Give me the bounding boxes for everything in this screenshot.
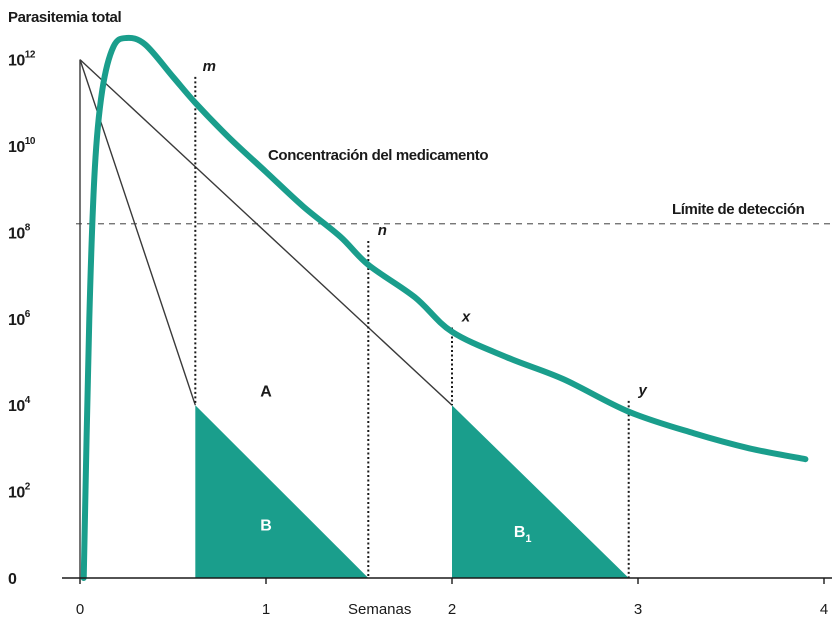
region-b1-fill	[452, 405, 629, 578]
y-tick-label-12: 1012	[8, 50, 36, 70]
regions-layer: B B1A	[195, 384, 629, 578]
marker-label-x: x	[461, 308, 471, 325]
y-tick-label-4: 104	[8, 395, 31, 415]
region-b-label: B	[260, 517, 272, 534]
drug-concentration-curve	[80, 34, 809, 581]
region-b-fill	[195, 405, 369, 578]
y-tick-label-6: 106	[8, 309, 31, 329]
detection-limit-label: Límite de detección	[672, 201, 805, 218]
y-tick-label-8: 108	[8, 222, 31, 242]
labels-layer: Parasitemia total Semanas Concentración …	[8, 9, 805, 618]
x-tick-label-1: 1	[262, 601, 270, 618]
x-tick-label-2: 2	[448, 601, 456, 618]
y-tick-label-0: 0	[8, 571, 17, 588]
x-tick-label-0: 0	[76, 601, 84, 618]
x-tick-label-4: 4	[820, 601, 828, 618]
x-axis-title: Semanas	[348, 601, 411, 618]
drug-curve-label: Concentración del medicamento	[268, 147, 488, 164]
x-tick-label-3: 3	[634, 601, 642, 618]
marker-label-m: m	[203, 58, 216, 75]
y-axis-title: Parasitemia total	[8, 9, 121, 26]
region-a-label: A	[260, 384, 272, 401]
drug-curve-layer	[80, 34, 809, 581]
marker-label-y: y	[638, 382, 648, 399]
y-tick-label-10: 1010	[8, 136, 36, 156]
y-tick-label-2: 102	[8, 482, 31, 502]
marker-label-n: n	[378, 222, 387, 239]
parasite-line-slow	[79, 59, 453, 406]
axes-layer: 0 1 2 3 4 0 102 104 106 108 1010 1012	[8, 50, 832, 618]
markers-layer: m n x y	[194, 58, 648, 578]
